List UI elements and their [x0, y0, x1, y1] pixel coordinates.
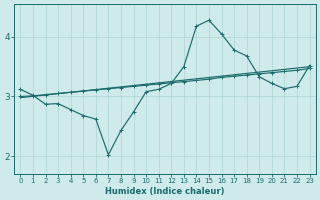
X-axis label: Humidex (Indice chaleur): Humidex (Indice chaleur): [105, 187, 225, 196]
